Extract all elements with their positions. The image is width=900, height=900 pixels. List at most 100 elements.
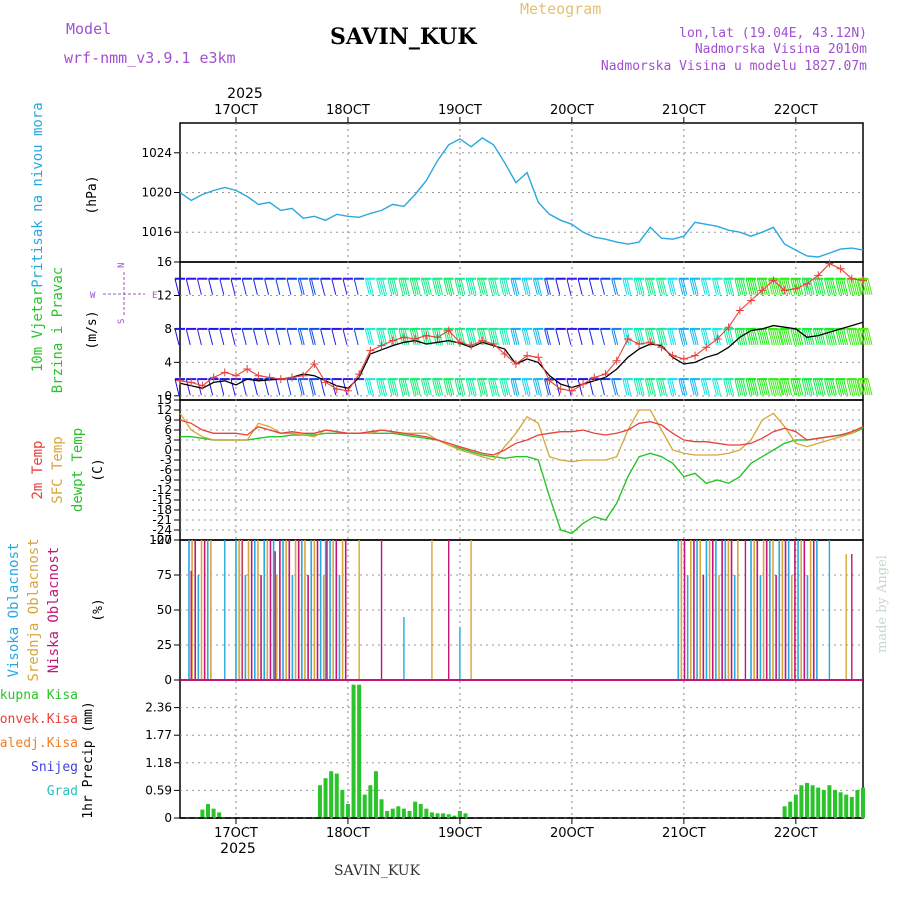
precip-bar xyxy=(861,787,865,818)
wind-barb-flag xyxy=(411,378,417,396)
wind-barb-flag xyxy=(639,378,645,396)
wind-barb-flag xyxy=(867,378,873,396)
wind-barb-flag xyxy=(342,328,348,346)
wind-barb-flag xyxy=(503,278,509,295)
wind-barb-flag xyxy=(376,378,382,396)
y-tick-label: 1.18 xyxy=(145,756,172,770)
wind-barb-flag xyxy=(829,278,835,295)
wind-barb-flag xyxy=(514,328,520,346)
wind-barb-flag xyxy=(275,378,281,396)
wind-barb-flag xyxy=(715,328,721,346)
wind-gust-marker xyxy=(534,353,543,362)
wind-barb-flag xyxy=(682,278,688,295)
wind-gust-marker xyxy=(702,343,711,352)
pressure-title: Pritisak na nivou mora xyxy=(30,102,46,287)
wind-barb-flag xyxy=(382,378,388,396)
model-name: wrf-nmm_v3.9.1 e3km xyxy=(64,49,236,67)
wind-barb-flag xyxy=(413,278,419,295)
wind-barb-flag xyxy=(499,378,505,396)
panel-frame-precip xyxy=(179,679,864,819)
wind-barb-flag xyxy=(678,328,684,346)
wind-barb-flag xyxy=(286,378,292,396)
wind-barb-flag xyxy=(841,278,847,295)
precip-legend-item: Konvek.Kisa xyxy=(0,712,78,727)
wind-barb-flag xyxy=(626,328,632,346)
precip-legend-item: Zaledj.Kisa xyxy=(0,736,78,751)
wind-barb-flag xyxy=(812,378,818,396)
wind-barb-flag xyxy=(426,278,432,295)
wind-barb-flag xyxy=(393,328,399,346)
wind-barb-flag xyxy=(661,328,667,346)
wind-barb-flag xyxy=(646,278,652,295)
wind-barb-flag xyxy=(767,278,773,295)
y-tick-label: 8 xyxy=(164,322,172,336)
precip-bar xyxy=(435,813,440,818)
wind-barb-flag xyxy=(669,278,675,295)
sfc-temp-line xyxy=(179,409,864,463)
wind-barb-flag xyxy=(661,278,667,295)
wind-barb-flag xyxy=(501,378,507,396)
wind-barb-flag xyxy=(637,378,643,396)
wind-barb-flag xyxy=(769,378,775,396)
wind-barb-flag xyxy=(577,328,583,346)
wind-barb-flag xyxy=(635,278,641,295)
wind-gust-marker xyxy=(511,360,520,369)
wind-barb-flag xyxy=(635,378,641,396)
wind-barb-flag xyxy=(482,378,488,396)
wind-barb-flag xyxy=(443,328,449,346)
wind-barb-flag xyxy=(174,378,180,396)
wind-gust-marker xyxy=(668,351,677,360)
wind-barb-flag xyxy=(185,328,191,346)
wind-gust-marker xyxy=(657,343,666,352)
wind-barb-flag xyxy=(626,378,632,396)
model-elevation-label: Nadmorska Visina u modelu 1827.07m xyxy=(601,59,867,74)
wind-barb-flag xyxy=(368,328,374,346)
wind-barb-flag xyxy=(657,378,663,396)
wind-barb-flag xyxy=(753,328,759,346)
y-tick-label: -12 xyxy=(152,483,172,497)
wind-barb-flag xyxy=(867,328,873,346)
wind-barb-flag xyxy=(756,378,762,396)
wind-barb-flag xyxy=(297,378,303,396)
precip-bar xyxy=(357,684,362,818)
wind-barb-flag xyxy=(736,328,742,346)
wind-barb-flag xyxy=(644,278,650,295)
wind-barb-flag xyxy=(827,328,833,346)
wind-barb-flag xyxy=(841,378,847,396)
wind-barb-flag xyxy=(411,278,417,295)
wind-barb-flag xyxy=(426,378,432,396)
wind-barb-flag xyxy=(449,278,455,295)
wind-barb-flag xyxy=(753,278,759,295)
x-tick-label-top: 22OCT xyxy=(774,103,818,118)
wind-barb-flag xyxy=(680,328,686,346)
wind-barb-flag xyxy=(637,278,643,295)
x-tick-label-bottom: 21OCT xyxy=(662,826,706,841)
wind-barb-flag xyxy=(865,278,871,295)
wind-barb-flag xyxy=(476,278,482,295)
wind-barb-flag xyxy=(839,378,845,396)
wind-barb-flag xyxy=(738,378,744,396)
wind-barb-flag xyxy=(230,378,236,396)
wind-barb-flag xyxy=(659,378,665,396)
precip-bar xyxy=(446,814,451,818)
wind-barb-flag xyxy=(426,328,432,346)
wind-gust-marker xyxy=(388,336,397,345)
wind-gust-marker xyxy=(691,351,700,360)
wind-barb-flag xyxy=(299,378,305,396)
wind-barb-flag xyxy=(299,278,305,295)
wind-barb-flag xyxy=(521,378,527,396)
wind-barb-flag xyxy=(438,378,444,396)
wind-barb-flag xyxy=(756,328,762,346)
wind-barb-flag xyxy=(398,378,404,396)
wind-barb-flag xyxy=(275,278,281,295)
wind-barb-flag xyxy=(460,378,466,396)
wind-barb-flag xyxy=(512,278,518,295)
wind-barb-flag xyxy=(771,328,777,346)
wind-gust-marker xyxy=(433,333,442,342)
wind-barb-flag xyxy=(611,328,617,346)
wind-barb-flag xyxy=(514,378,520,396)
wind-gust-marker xyxy=(321,378,330,387)
wind-barb-flag xyxy=(494,278,499,295)
wind-barb-flag xyxy=(308,378,314,396)
wind-barb-flag xyxy=(476,328,482,346)
